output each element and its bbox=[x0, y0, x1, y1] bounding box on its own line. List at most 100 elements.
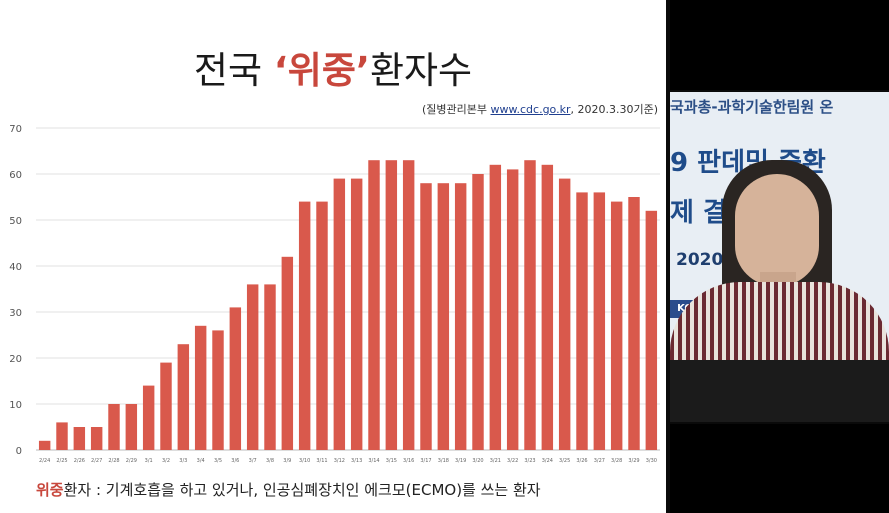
podium bbox=[670, 360, 889, 422]
bar bbox=[368, 160, 380, 450]
x-tick-label: 3/1 bbox=[145, 458, 153, 464]
x-tick-label: 3/22 bbox=[507, 458, 518, 464]
bar bbox=[593, 192, 606, 450]
bar bbox=[558, 178, 571, 450]
bar bbox=[90, 427, 103, 450]
x-tick-label: 3/15 bbox=[386, 458, 397, 464]
bar bbox=[420, 183, 432, 450]
x-tick-label: 2/28 bbox=[108, 458, 119, 464]
footnote-highlight: 위중 bbox=[36, 481, 64, 499]
x-tick-label: 3/16 bbox=[403, 458, 414, 464]
presentation-slide: 전국 ‘위중’환자수 (질병관리본부 www.cdc.go.kr, 2020.3… bbox=[0, 0, 666, 513]
bar bbox=[298, 201, 311, 450]
x-tick-label: 3/5 bbox=[214, 458, 222, 464]
x-tick-label: 2/26 bbox=[74, 458, 85, 464]
bar bbox=[142, 385, 155, 450]
bar bbox=[125, 404, 138, 450]
bar bbox=[645, 210, 658, 450]
bar bbox=[56, 422, 68, 450]
bar bbox=[385, 160, 398, 450]
video-letterbox-top bbox=[670, 0, 889, 90]
x-tick-label: 2/29 bbox=[126, 458, 137, 464]
source-note: (질병관리본부 www.cdc.go.kr, 2020.3.30기준) bbox=[422, 101, 658, 117]
bar bbox=[610, 201, 623, 450]
bar bbox=[264, 284, 276, 450]
x-tick-label: 3/23 bbox=[524, 458, 535, 464]
x-tick-label: 3/3 bbox=[179, 458, 187, 464]
bar bbox=[437, 183, 450, 450]
speaker-video: 국과총-과학기술한림원 온 9 판데믹 중환 제 결방안 2020 16:00 … bbox=[670, 92, 889, 422]
x-tick-label: 3/7 bbox=[249, 458, 257, 464]
x-tick-label: 3/10 bbox=[299, 458, 310, 464]
x-tick-label: 2/24 bbox=[39, 458, 50, 464]
x-tick-label: 3/26 bbox=[576, 458, 587, 464]
footnote-text: 환자 : 기계호흡을 하고 있거나, 인공심폐장치인 에크모(ECMO)를 쓰는… bbox=[63, 481, 541, 499]
title-text-2: 환자수 bbox=[369, 49, 473, 92]
bar bbox=[160, 362, 172, 450]
footnote: 위중환자 : 기계호흡을 하고 있거나, 인공심폐장치인 에크모(ECMO)를 … bbox=[36, 479, 541, 500]
x-tick-label: 3/6 bbox=[231, 458, 239, 464]
bar bbox=[73, 427, 86, 450]
bar-chart: 0 10 20 30 40 50 60 70 2/24 2/25 2/26 2/27 2/28 2/29 3… bbox=[9, 124, 660, 464]
bar bbox=[524, 160, 536, 450]
x-tick-label: 3/4 bbox=[197, 458, 205, 464]
y-tick-label: 20 bbox=[9, 354, 22, 365]
bar bbox=[108, 404, 120, 450]
y-tick-label: 50 bbox=[9, 216, 22, 227]
bar bbox=[628, 197, 640, 450]
x-tick-label: 3/27 bbox=[594, 458, 605, 464]
bar bbox=[576, 192, 588, 450]
title-text-1: 전국 bbox=[193, 49, 274, 92]
bar bbox=[281, 256, 294, 450]
x-tick-label: 3/12 bbox=[334, 458, 345, 464]
bar bbox=[246, 284, 259, 450]
x-tick-label: 3/11 bbox=[316, 458, 327, 464]
source-prefix: (질병관리본부 bbox=[422, 103, 491, 116]
x-tick-label: 3/19 bbox=[455, 458, 466, 464]
x-tick-label: 3/8 bbox=[266, 458, 274, 464]
y-tick-label: 60 bbox=[9, 170, 22, 181]
source-link[interactable]: www.cdc.go.kr bbox=[490, 103, 571, 116]
x-tick-label: 3/17 bbox=[420, 458, 431, 464]
y-tick-label: 70 bbox=[9, 124, 22, 135]
bar bbox=[177, 344, 190, 450]
speaker-shirt bbox=[670, 282, 889, 372]
x-tick-label: 2/25 bbox=[56, 458, 67, 464]
x-tick-label: 3/20 bbox=[472, 458, 483, 464]
x-tick-label: 3/21 bbox=[490, 458, 501, 464]
x-tick-label: 3/18 bbox=[438, 458, 449, 464]
bar bbox=[472, 174, 484, 450]
bar bbox=[402, 160, 415, 450]
x-tick-label: 3/29 bbox=[628, 458, 639, 464]
bar bbox=[333, 178, 346, 450]
bar bbox=[506, 169, 519, 450]
slide-title: 전국 ‘위중’환자수 bbox=[0, 40, 666, 94]
banner-line-1: 국과총-과학기술한림원 온 bbox=[670, 98, 834, 116]
bar bbox=[489, 164, 502, 451]
y-tick-label: 30 bbox=[9, 308, 22, 319]
bar bbox=[316, 201, 328, 450]
bar bbox=[38, 440, 51, 450]
x-tick-label: 3/25 bbox=[559, 458, 570, 464]
bar bbox=[212, 330, 224, 450]
x-tick-label: 3/9 bbox=[283, 458, 291, 464]
title-highlight: ‘위중’ bbox=[273, 49, 370, 92]
y-tick-label: 0 bbox=[16, 446, 22, 457]
source-suffix: , 2020.3.30기준) bbox=[570, 103, 658, 116]
x-tick-label: 2/27 bbox=[91, 458, 102, 464]
x-tick-label: 3/14 bbox=[368, 458, 379, 464]
bar bbox=[229, 307, 242, 450]
video-letterbox-bottom bbox=[670, 424, 889, 513]
bar bbox=[454, 183, 467, 450]
x-tick-label: 3/2 bbox=[162, 458, 170, 464]
y-tick-label: 40 bbox=[9, 262, 22, 273]
x-tick-label: 3/24 bbox=[542, 458, 553, 464]
x-tick-label: 3/13 bbox=[351, 458, 362, 464]
speaker-face bbox=[735, 174, 819, 286]
bar bbox=[541, 164, 554, 451]
x-tick-label: 3/28 bbox=[611, 458, 622, 464]
bar bbox=[350, 178, 363, 450]
bar bbox=[194, 325, 207, 450]
y-tick-label: 10 bbox=[9, 400, 22, 411]
x-tick-label: 3/30 bbox=[646, 458, 657, 464]
